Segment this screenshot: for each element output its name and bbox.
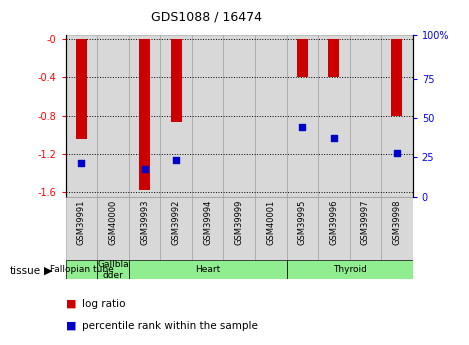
Bar — [192, 197, 223, 260]
Point — [299, 125, 306, 130]
Text: GSM39999: GSM39999 — [234, 200, 244, 245]
Bar — [160, 34, 192, 197]
Bar — [66, 197, 97, 260]
Bar — [66, 34, 97, 197]
Text: ■: ■ — [66, 299, 76, 308]
Bar — [318, 197, 349, 260]
Text: GSM39991: GSM39991 — [77, 200, 86, 245]
Bar — [139, 39, 150, 190]
Bar — [381, 34, 413, 197]
Bar — [392, 39, 402, 116]
Text: Fallopian tube: Fallopian tube — [50, 265, 113, 275]
Bar — [223, 197, 255, 260]
Bar — [349, 197, 381, 260]
Point — [393, 151, 401, 156]
Point — [330, 135, 338, 141]
Bar — [328, 39, 340, 77]
Bar — [97, 197, 129, 260]
Text: log ratio: log ratio — [82, 299, 126, 308]
Bar — [318, 34, 349, 197]
Text: GSM39997: GSM39997 — [361, 200, 370, 245]
Bar — [287, 260, 413, 279]
Text: Thyroid: Thyroid — [333, 265, 367, 275]
Bar — [129, 34, 160, 197]
Text: ▶: ▶ — [44, 266, 52, 276]
Bar — [192, 34, 223, 197]
Text: tissue: tissue — [9, 266, 40, 276]
Text: Gallbla
dder: Gallbla dder — [97, 260, 129, 280]
Text: GSM39992: GSM39992 — [172, 200, 181, 245]
Text: ■: ■ — [66, 321, 76, 331]
Text: percentile rank within the sample: percentile rank within the sample — [82, 321, 258, 331]
Bar — [76, 39, 87, 139]
Text: GSM39996: GSM39996 — [329, 200, 338, 245]
Bar — [255, 197, 287, 260]
Bar — [129, 197, 160, 260]
Text: GSM39994: GSM39994 — [203, 200, 212, 245]
Bar — [129, 260, 287, 279]
Text: GSM40000: GSM40000 — [108, 200, 118, 245]
Text: GSM40001: GSM40001 — [266, 200, 275, 245]
Bar — [287, 197, 318, 260]
Text: GSM39998: GSM39998 — [393, 200, 401, 245]
Point — [172, 157, 180, 162]
Text: GSM39993: GSM39993 — [140, 200, 149, 245]
Bar — [97, 260, 129, 279]
Bar — [287, 34, 318, 197]
Text: Heart: Heart — [195, 265, 220, 275]
Text: GSM39995: GSM39995 — [298, 200, 307, 245]
Bar — [97, 34, 129, 197]
Bar — [255, 34, 287, 197]
Point — [141, 166, 148, 171]
Bar — [171, 39, 182, 122]
Point — [78, 160, 85, 166]
Bar — [223, 34, 255, 197]
Bar — [297, 39, 308, 77]
Bar — [66, 260, 97, 279]
Bar — [349, 34, 381, 197]
Bar — [160, 197, 192, 260]
Bar — [381, 197, 413, 260]
Text: GDS1088 / 16474: GDS1088 / 16474 — [151, 10, 262, 23]
